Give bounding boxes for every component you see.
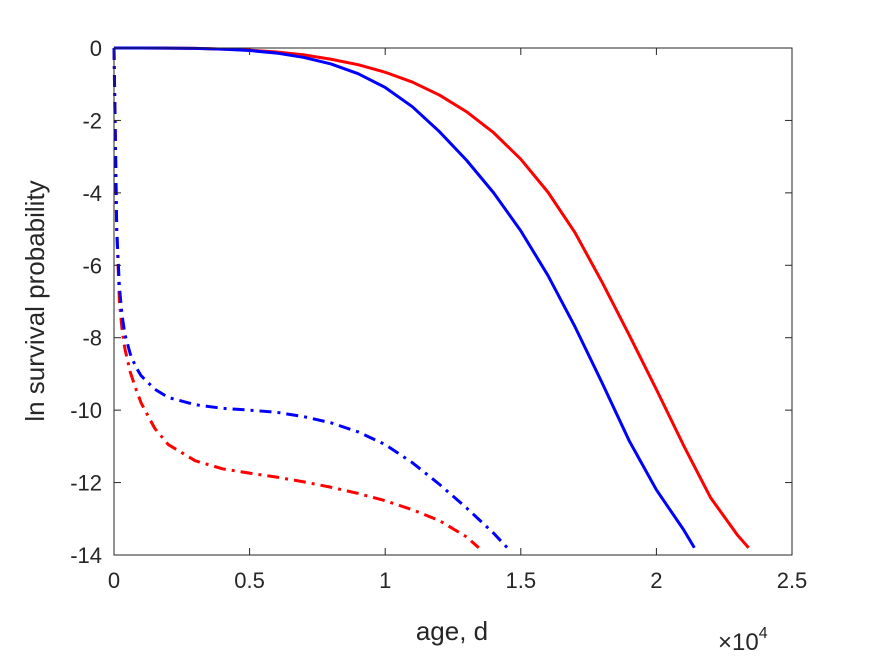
plot-frame <box>113 47 793 556</box>
x-multiplier-times: × <box>718 629 732 656</box>
y-tick-label-4: -8 <box>82 326 102 351</box>
tick-layer: 0 0.5 1 1.5 2 2.5 0 -2 -4 -6 -8 -10 -12 -14 <box>70 36 807 593</box>
y-tick-label-0: 0 <box>90 36 102 61</box>
y-tick-label-6: -12 <box>70 471 102 496</box>
x-multiplier: ×104 <box>718 625 768 656</box>
series-line-3 <box>112 47 480 549</box>
x-tick-label-0: 0 <box>108 568 120 593</box>
y-tick-label-7: -14 <box>70 543 102 568</box>
x-multiplier-base: 10 <box>732 629 759 656</box>
x-axis-label: age, d <box>416 616 488 646</box>
x-tick-label-3: 1.5 <box>506 568 537 593</box>
y-axis-label: ln survival probability <box>20 180 50 421</box>
y-tick-label-1: -2 <box>82 108 102 133</box>
x-tick-label-1: 0.5 <box>234 568 265 593</box>
y-tick-label-5: -10 <box>70 398 102 423</box>
series-layer <box>112 46 750 549</box>
x-tick-label-4: 2 <box>650 568 662 593</box>
y-tick-label-2: -4 <box>82 181 102 206</box>
x-tick-label-2: 1 <box>379 568 391 593</box>
x-tick-label-5: 2.5 <box>777 568 808 593</box>
y-tick-label-3: -6 <box>82 253 102 278</box>
plot-area <box>114 48 792 555</box>
series-line-4 <box>112 47 509 549</box>
x-multiplier-exponent: 4 <box>759 625 768 642</box>
series-line-2 <box>113 46 696 549</box>
